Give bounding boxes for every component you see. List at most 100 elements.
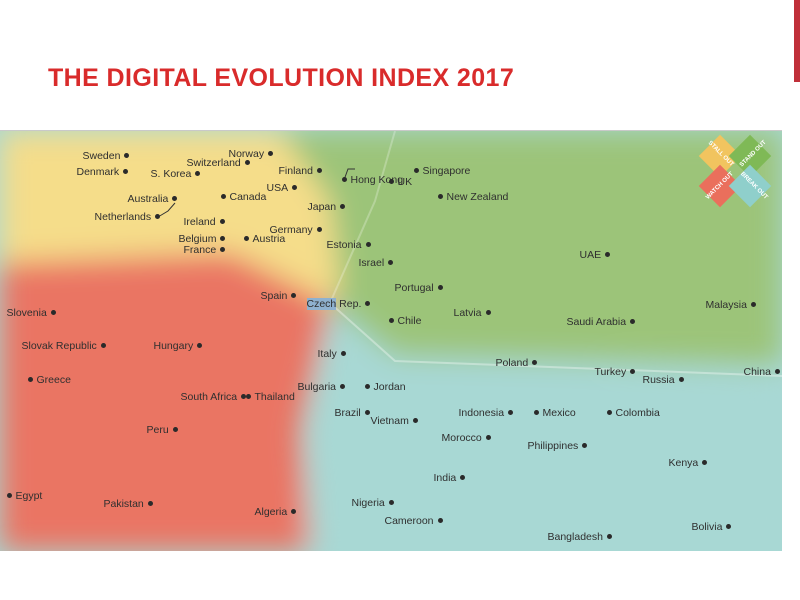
country-point-indonesia[interactable]: Indonesia <box>459 407 514 419</box>
country-point-denmark[interactable]: Denmark <box>77 166 129 178</box>
country-point-vietnam[interactable]: Vietnam <box>371 415 418 427</box>
country-point-china[interactable]: China <box>744 366 780 378</box>
data-point-dot <box>50 309 56 315</box>
country-point-ireland[interactable]: Ireland <box>184 216 225 228</box>
country-point-latvia[interactable]: Latvia <box>454 307 491 319</box>
country-point-peru[interactable]: Peru <box>147 424 178 436</box>
country-point-france[interactable]: France <box>184 244 226 256</box>
data-point-dot <box>172 195 178 201</box>
country-label-philippines: Philippines <box>527 440 579 452</box>
country-point-usa[interactable]: USA <box>267 182 298 194</box>
country-point-netherlands[interactable]: Netherlands <box>95 211 161 223</box>
country-point-colombia[interactable]: Colombia <box>606 407 660 419</box>
country-label-netherlands: Netherlands <box>94 211 152 223</box>
country-point-greece[interactable]: Greece <box>27 374 71 386</box>
data-point-dot <box>172 426 178 432</box>
country-point-egypt[interactable]: Egypt <box>6 490 42 502</box>
country-label-saudi-arabia: Saudi Arabia <box>566 316 627 328</box>
country-label-belgium: Belgium <box>178 233 217 245</box>
country-point-new-zealand[interactable]: New Zealand <box>437 191 508 203</box>
country-label-cameroon: Cameroon <box>384 515 434 527</box>
country-point-mexico[interactable]: Mexico <box>533 407 576 419</box>
country-point-italy[interactable]: Italy <box>318 348 346 360</box>
country-point-israel[interactable]: Israel <box>359 257 394 269</box>
country-point-hungary[interactable]: Hungary <box>154 340 203 352</box>
country-point-czech-rep[interactable]: Czech Rep. <box>306 298 371 310</box>
country-label-australia: Australia <box>127 193 169 205</box>
country-point-japan[interactable]: Japan <box>308 201 346 213</box>
data-point-dot <box>508 409 514 415</box>
data-point-dot <box>219 218 225 224</box>
data-point-dot <box>220 193 226 199</box>
country-point-malaysia[interactable]: Malaysia <box>706 299 756 311</box>
country-point-bangladesh[interactable]: Bangladesh <box>548 531 612 543</box>
country-point-bolivia[interactable]: Bolivia <box>692 521 732 533</box>
country-point-algeria[interactable]: Algeria <box>255 506 297 518</box>
country-point-germany[interactable]: Germany <box>270 224 322 236</box>
country-label-indonesia: Indonesia <box>458 407 505 419</box>
country-point-philippines[interactable]: Philippines <box>528 440 588 452</box>
country-label-china: China <box>743 366 771 378</box>
data-point-dot <box>437 284 443 290</box>
country-point-bulgaria[interactable]: Bulgaria <box>298 381 346 393</box>
country-point-brazil[interactable]: Brazil <box>335 407 370 419</box>
country-point-sweden[interactable]: Sweden <box>83 150 130 162</box>
country-point-uk[interactable]: UK <box>388 176 412 188</box>
country-point-india[interactable]: India <box>434 472 466 484</box>
country-label-hungary: Hungary <box>153 340 194 352</box>
country-point-nigeria[interactable]: Nigeria <box>352 497 394 509</box>
country-point-jordan[interactable]: Jordan <box>364 381 406 393</box>
country-point-russia[interactable]: Russia <box>643 374 684 386</box>
country-point-pakistan[interactable]: Pakistan <box>104 498 153 510</box>
country-label-thailand: Thailand <box>254 391 295 403</box>
country-point-norway[interactable]: Norway <box>229 148 274 160</box>
data-point-dot <box>220 246 226 252</box>
country-point-chile[interactable]: Chile <box>388 315 422 327</box>
country-point-morocco[interactable]: Morocco <box>442 432 491 444</box>
data-point-dot <box>365 300 371 306</box>
country-point-canada[interactable]: Canada <box>220 191 266 203</box>
country-point-south-africa[interactable]: South Africa <box>181 391 247 403</box>
data-point-dot <box>460 474 466 480</box>
country-label-bulgaria: Bulgaria <box>297 381 337 393</box>
country-point-portugal[interactable]: Portugal <box>395 282 443 294</box>
data-point-dot <box>388 259 394 265</box>
country-label-jordan: Jordan <box>373 381 406 393</box>
data-point-dot <box>147 500 153 506</box>
country-point-singapore[interactable]: Singapore <box>413 165 471 177</box>
country-point-turkey[interactable]: Turkey <box>595 366 636 378</box>
country-point-poland[interactable]: Poland <box>496 357 538 369</box>
country-point-finland[interactable]: Finland <box>279 165 322 177</box>
country-label-uae: UAE <box>579 249 602 261</box>
country-label-austria: Austria <box>252 233 286 245</box>
country-point-thailand[interactable]: Thailand <box>245 391 295 403</box>
data-point-dot <box>292 184 298 190</box>
zone-break-out <box>300 301 782 551</box>
country-point-cameroon[interactable]: Cameroon <box>385 515 443 527</box>
data-point-dot <box>388 317 394 323</box>
country-label-chile: Chile <box>397 315 422 327</box>
data-point-dot <box>364 409 370 415</box>
country-label-portugal: Portugal <box>394 282 434 294</box>
country-point-slovenia[interactable]: Slovenia <box>7 307 56 319</box>
country-label-norway: Norway <box>228 148 265 160</box>
country-point-saudi-arabia[interactable]: Saudi Arabia <box>567 316 636 328</box>
country-point-estonia[interactable]: Estonia <box>327 239 371 251</box>
country-point-austria[interactable]: Austria <box>243 233 286 245</box>
country-label-colombia: Colombia <box>615 407 660 419</box>
country-point-s-korea[interactable]: S. Korea <box>151 168 201 180</box>
country-point-switzerland[interactable]: Switzerland <box>187 157 250 169</box>
country-label-poland: Poland <box>495 357 529 369</box>
data-point-dot <box>341 176 347 182</box>
country-label-algeria: Algeria <box>254 506 288 518</box>
country-point-spain[interactable]: Spain <box>261 290 297 302</box>
country-label-singapore: Singapore <box>422 165 471 177</box>
country-point-slovak-republic[interactable]: Slovak Republic <box>22 340 106 352</box>
country-label-japan: Japan <box>307 201 337 213</box>
country-point-belgium[interactable]: Belgium <box>179 233 226 245</box>
country-point-australia[interactable]: Australia <box>128 193 178 205</box>
country-point-kenya[interactable]: Kenya <box>669 457 708 469</box>
country-point-uae[interactable]: UAE <box>580 249 611 261</box>
data-point-dot <box>243 235 249 241</box>
country-label-estonia: Estonia <box>326 239 362 251</box>
